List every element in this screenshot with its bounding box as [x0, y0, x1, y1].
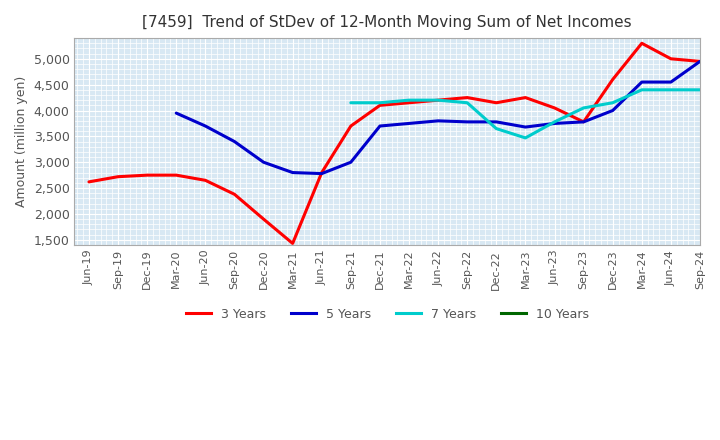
3 Years [637, 40, 646, 46]
5 Years [696, 59, 704, 64]
5 Years [608, 108, 617, 113]
3 Years [201, 178, 210, 183]
3 Years [288, 241, 297, 246]
3 Years [230, 192, 239, 197]
3 Years [318, 170, 326, 175]
5 Years [492, 119, 500, 125]
3 Years [608, 77, 617, 82]
7 Years [521, 135, 530, 140]
5 Years [580, 119, 588, 125]
3 Years [114, 174, 122, 180]
Line: 7 Years: 7 Years [351, 90, 700, 138]
7 Years [463, 100, 472, 106]
3 Years [667, 56, 675, 62]
3 Years [696, 59, 704, 64]
3 Years [492, 100, 500, 106]
5 Years [201, 123, 210, 128]
3 Years [521, 95, 530, 100]
3 Years [434, 98, 443, 103]
Line: 3 Years: 3 Years [89, 43, 700, 243]
5 Years [288, 170, 297, 175]
7 Years [434, 98, 443, 103]
5 Years [318, 171, 326, 176]
5 Years [230, 139, 239, 144]
7 Years [696, 87, 704, 92]
7 Years [580, 105, 588, 110]
3 Years [172, 172, 181, 178]
3 Years [346, 123, 355, 128]
Title: [7459]  Trend of StDev of 12-Month Moving Sum of Net Incomes: [7459] Trend of StDev of 12-Month Moving… [143, 15, 632, 30]
Legend: 3 Years, 5 Years, 7 Years, 10 Years: 3 Years, 5 Years, 7 Years, 10 Years [181, 303, 594, 326]
7 Years [667, 87, 675, 92]
Y-axis label: Amount (million yen): Amount (million yen) [15, 76, 28, 207]
5 Years [346, 160, 355, 165]
3 Years [85, 179, 94, 184]
5 Years [521, 125, 530, 130]
3 Years [143, 172, 151, 178]
7 Years [637, 87, 646, 92]
5 Years [667, 80, 675, 85]
7 Years [376, 100, 384, 106]
7 Years [492, 126, 500, 131]
3 Years [259, 216, 268, 222]
3 Years [376, 103, 384, 108]
7 Years [608, 100, 617, 106]
7 Years [550, 119, 559, 125]
7 Years [346, 100, 355, 106]
5 Years [434, 118, 443, 124]
5 Years [463, 119, 472, 125]
7 Years [405, 98, 413, 103]
3 Years [580, 119, 588, 125]
5 Years [637, 80, 646, 85]
3 Years [463, 95, 472, 100]
5 Years [550, 121, 559, 126]
3 Years [405, 100, 413, 106]
Line: 5 Years: 5 Years [176, 62, 700, 174]
5 Years [259, 160, 268, 165]
5 Years [172, 110, 181, 116]
3 Years [550, 105, 559, 110]
5 Years [405, 121, 413, 126]
5 Years [376, 123, 384, 128]
